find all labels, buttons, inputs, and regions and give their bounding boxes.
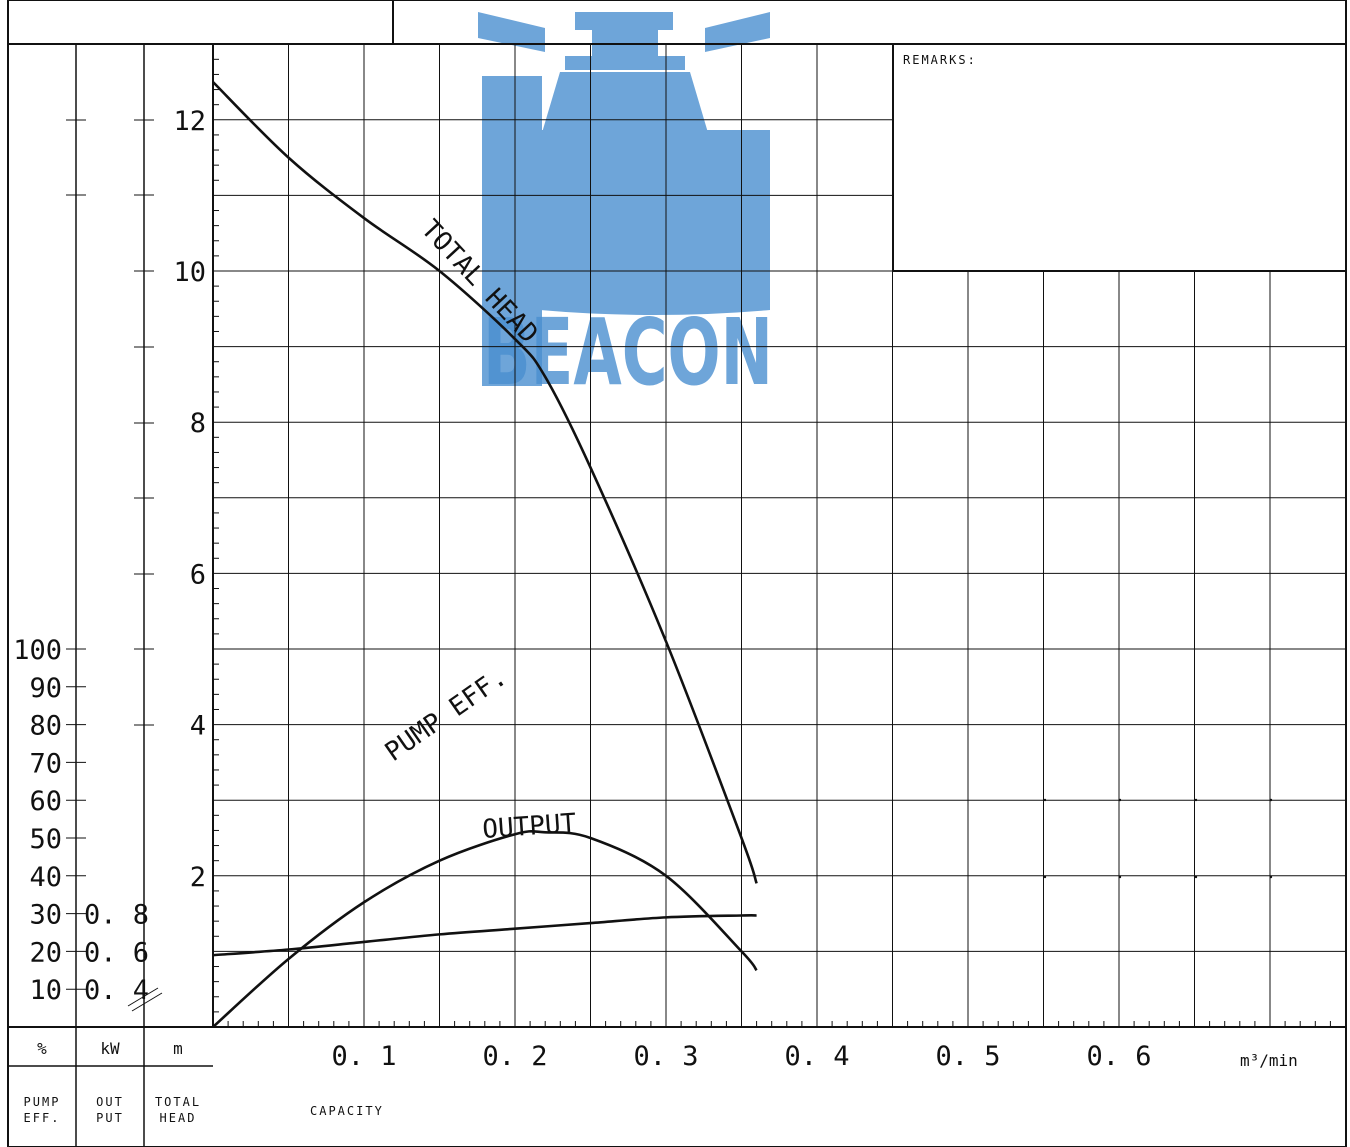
eff-tick-label: 90 bbox=[29, 673, 62, 704]
pump-eff-header: PUMP bbox=[24, 1095, 61, 1109]
dot-marks bbox=[1043, 798, 1273, 879]
pump-eff-curve bbox=[212, 829, 758, 1028]
capacity-axis: 0. 1 0. 2 0. 3 0. 4 0. 5 0. 6 m³/min CAPACITY% k… bbox=[24, 1039, 1298, 1125]
eff-tick-label: 20 bbox=[29, 937, 62, 968]
minor-ticks bbox=[213, 58, 1331, 1027]
dot-mark bbox=[1043, 798, 1047, 802]
x-tick-label: 0. 2 bbox=[482, 1041, 547, 1072]
eff-tick-label: 60 bbox=[29, 786, 62, 817]
remarks-label: REMARKS: bbox=[903, 53, 977, 67]
dot-mark bbox=[1269, 875, 1273, 879]
total-head-curve bbox=[212, 81, 758, 884]
pump-eff-header: EFF. bbox=[24, 1111, 61, 1125]
output-header: PUT bbox=[96, 1111, 124, 1125]
kw-unit-label: kW bbox=[100, 1039, 120, 1058]
beacon-watermark: BEACON bbox=[478, 12, 773, 406]
lighthouse-icon bbox=[478, 12, 770, 386]
eff-tick-label: 70 bbox=[29, 748, 62, 779]
head-tick-label: 10 bbox=[173, 257, 206, 288]
total-head-header: HEAD bbox=[160, 1111, 197, 1125]
eff-tick-label: 100 bbox=[13, 635, 62, 666]
x-tick-label: 0. 5 bbox=[935, 1041, 1000, 1072]
kw-tick-label: 0. 6 bbox=[84, 937, 149, 968]
outer-frame bbox=[7, 43, 1347, 1147]
dot-mark bbox=[1194, 798, 1198, 802]
axis-break-mark bbox=[127, 987, 159, 1007]
axis-break-mark bbox=[131, 992, 163, 1012]
eff-tick-label: 80 bbox=[29, 711, 62, 742]
x-tick-label: 0. 6 bbox=[1086, 1041, 1151, 1072]
head-tick-label: 6 bbox=[190, 559, 206, 590]
total-head-header: TOTAL bbox=[155, 1095, 201, 1109]
dot-mark bbox=[1043, 875, 1047, 879]
kw-tick-label: 0. 8 bbox=[84, 900, 149, 931]
performance-curves bbox=[212, 81, 758, 1028]
x-tick-label: 0. 3 bbox=[633, 1041, 698, 1072]
head-tick-label: 12 bbox=[173, 106, 206, 137]
head-tick-label: 4 bbox=[190, 711, 206, 742]
output-curve bbox=[212, 914, 757, 957]
eff-tick-label: 40 bbox=[29, 862, 62, 893]
dot-mark bbox=[1118, 875, 1122, 879]
output-header: OUT bbox=[96, 1095, 124, 1109]
x-tick-label: 0. 1 bbox=[331, 1041, 396, 1072]
watermark-text: BEACON bbox=[483, 299, 773, 406]
head-tick-label: 8 bbox=[190, 408, 206, 439]
eff-tick-label: 10 bbox=[29, 975, 62, 1006]
head-unit-label: m bbox=[173, 1039, 183, 1058]
x-tick-label: 0. 4 bbox=[784, 1041, 849, 1072]
curve-label-pump-eff: PUMP EFF. bbox=[380, 662, 513, 767]
x-axis-label: CAPACITY bbox=[310, 1104, 384, 1118]
eff-tick-label: 50 bbox=[29, 824, 62, 855]
curve-label-output: OUTPUT bbox=[481, 808, 577, 845]
plot-grid bbox=[7, 43, 1347, 1147]
remarks-box: REMARKS: bbox=[892, 43, 1347, 272]
head-tick-label: 2 bbox=[190, 862, 206, 893]
dot-mark bbox=[1269, 798, 1273, 802]
dot-mark bbox=[1194, 875, 1198, 879]
kw-tick-label: 0. 4 bbox=[84, 975, 149, 1006]
x-unit-label: m³/min bbox=[1240, 1051, 1298, 1070]
left-scales: 10 20 30 40 50 60 70 80 90 100 0. 4 0. 6 0. 8 2 4 6 8 10 1… bbox=[13, 106, 206, 1012]
dot-mark bbox=[1118, 798, 1122, 802]
eff-unit-label: % bbox=[37, 1039, 47, 1058]
eff-tick-label: 30 bbox=[29, 900, 62, 931]
header-row bbox=[7, 0, 1347, 45]
